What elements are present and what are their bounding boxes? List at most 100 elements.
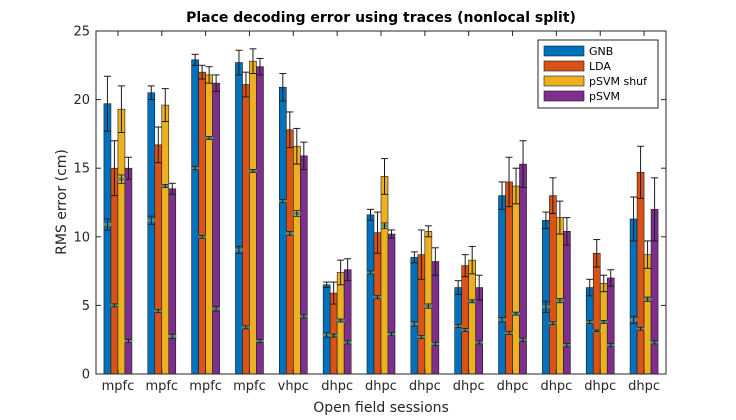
chance-marker-psvm (343, 340, 352, 345)
legend-swatch-gnb (543, 45, 585, 57)
chance-marker-gnb (410, 321, 419, 327)
bar-psvm (256, 66, 264, 375)
error-bar-psvm (519, 140, 527, 188)
error-bar-psvm (388, 229, 395, 239)
chance-marker-lda (461, 328, 470, 332)
chance-marker-psvm (606, 343, 615, 348)
error-bar-lda (198, 64, 206, 80)
bar-psvm-shuf (205, 74, 213, 375)
bar-psvm-shuf (512, 185, 520, 375)
bar-psvm (124, 167, 133, 375)
chance-marker-psvm-shuf (555, 298, 564, 304)
chance-marker-psvm-shuf (161, 184, 170, 188)
error-bar-gnb (410, 251, 418, 264)
chance-marker-gnb (147, 215, 156, 225)
chance-marker-lda (636, 326, 645, 331)
bar-gnb (629, 218, 638, 375)
error-bar-psvm-shuf (381, 158, 388, 195)
error-bar-lda (110, 140, 118, 197)
y-tick-label: 5 (82, 299, 90, 314)
error-bar-gnb (235, 49, 243, 76)
bar-lda (505, 181, 513, 375)
bar-psvm (519, 163, 527, 375)
bar-lda (549, 195, 557, 375)
bar-lda (329, 292, 338, 375)
bar-psvm (563, 231, 571, 375)
error-bar-gnb (630, 196, 638, 242)
y-tick-label: 25 (73, 25, 90, 40)
legend-label-lda: LDA (589, 60, 611, 73)
error-bar-psvm (607, 269, 615, 287)
chance-marker-gnb (454, 324, 463, 328)
bar-gnb (498, 195, 506, 375)
error-bar-psvm-shuf (249, 48, 257, 75)
chance-marker-psvm (475, 340, 484, 345)
chance-marker-psvm-shuf (643, 296, 652, 302)
x-tick-label: dhpc (409, 379, 441, 394)
chance-marker-psvm-shuf (468, 299, 477, 304)
bar-lda (154, 144, 163, 375)
error-bar-lda (505, 156, 513, 208)
bar-psvm-shuf (468, 259, 476, 375)
chance-marker-lda (329, 333, 338, 338)
x-tick-label: dhpc (540, 379, 572, 394)
x-tick-label: dhpc (453, 379, 485, 394)
chance-marker-gnb (585, 319, 594, 324)
y-tick-label: 10 (73, 230, 90, 245)
error-bar-psvm-shuf (293, 127, 301, 165)
bar-gnb (542, 220, 550, 375)
bar-gnb (585, 287, 594, 375)
chance-marker-gnb (191, 166, 200, 171)
error-bar-gnb (103, 75, 111, 132)
chance-marker-psvm (431, 341, 440, 346)
y-tick-label: 15 (73, 162, 90, 177)
chance-marker-gnb (103, 218, 112, 231)
error-bar-psvm-shuf (337, 259, 345, 286)
x-tick-label: mpfc (233, 379, 266, 394)
bar-psvm-shuf (293, 145, 301, 375)
error-bar-psvm-shuf (468, 245, 476, 275)
error-bar-lda (461, 254, 469, 278)
chance-marker-psvm (650, 340, 659, 345)
legend-item-psvm: pSVM (543, 90, 620, 103)
chart-title: Place decoding error using traces (nonlo… (186, 10, 576, 26)
error-bar-lda (286, 111, 294, 149)
error-bar-psvm (475, 274, 483, 301)
chance-marker-lda (198, 234, 207, 239)
error-bar-psvm-shuf (117, 85, 125, 134)
bar-lda (461, 265, 469, 375)
chance-marker-psvm (255, 339, 264, 343)
x-tick-label: mpfc (145, 379, 178, 394)
x-tick-label: dhpc (584, 379, 616, 394)
error-bar-gnb (542, 211, 550, 230)
bar-gnb (147, 92, 156, 375)
chance-marker-gnb (498, 317, 507, 323)
chance-marker-lda (110, 303, 119, 308)
x-tick-label: dhpc (365, 379, 397, 394)
error-bar-lda (593, 239, 601, 268)
chance-marker-psvm-shuf (292, 210, 301, 217)
x-tick-label: mpfc (102, 379, 135, 394)
chance-marker-gnb (541, 300, 550, 313)
error-bar-gnb (586, 278, 594, 297)
bar-psvm (387, 233, 396, 375)
chance-marker-gnb (278, 199, 287, 204)
bar-psvm-shuf (380, 176, 389, 375)
chance-marker-psvm (562, 343, 571, 348)
error-bar-gnb (279, 73, 287, 102)
chance-marker-psvm (168, 333, 177, 339)
error-bar-psvm (168, 182, 176, 195)
error-bar-lda (637, 145, 645, 199)
error-bar-lda (549, 177, 557, 214)
bar-lda (110, 167, 119, 375)
y-axis-label: RMS error (cm) (54, 149, 70, 255)
bar-gnb (279, 86, 287, 375)
chance-marker-lda (505, 330, 514, 335)
error-bar-psvm (124, 156, 132, 180)
legend-item-gnb: GNB (543, 45, 613, 58)
chance-marker-psvm-shuf (512, 311, 521, 316)
error-bar-psvm (212, 74, 220, 92)
error-bar-lda (417, 229, 425, 280)
error-bar-gnb (498, 181, 506, 210)
chance-marker-psvm-shuf (336, 318, 345, 323)
